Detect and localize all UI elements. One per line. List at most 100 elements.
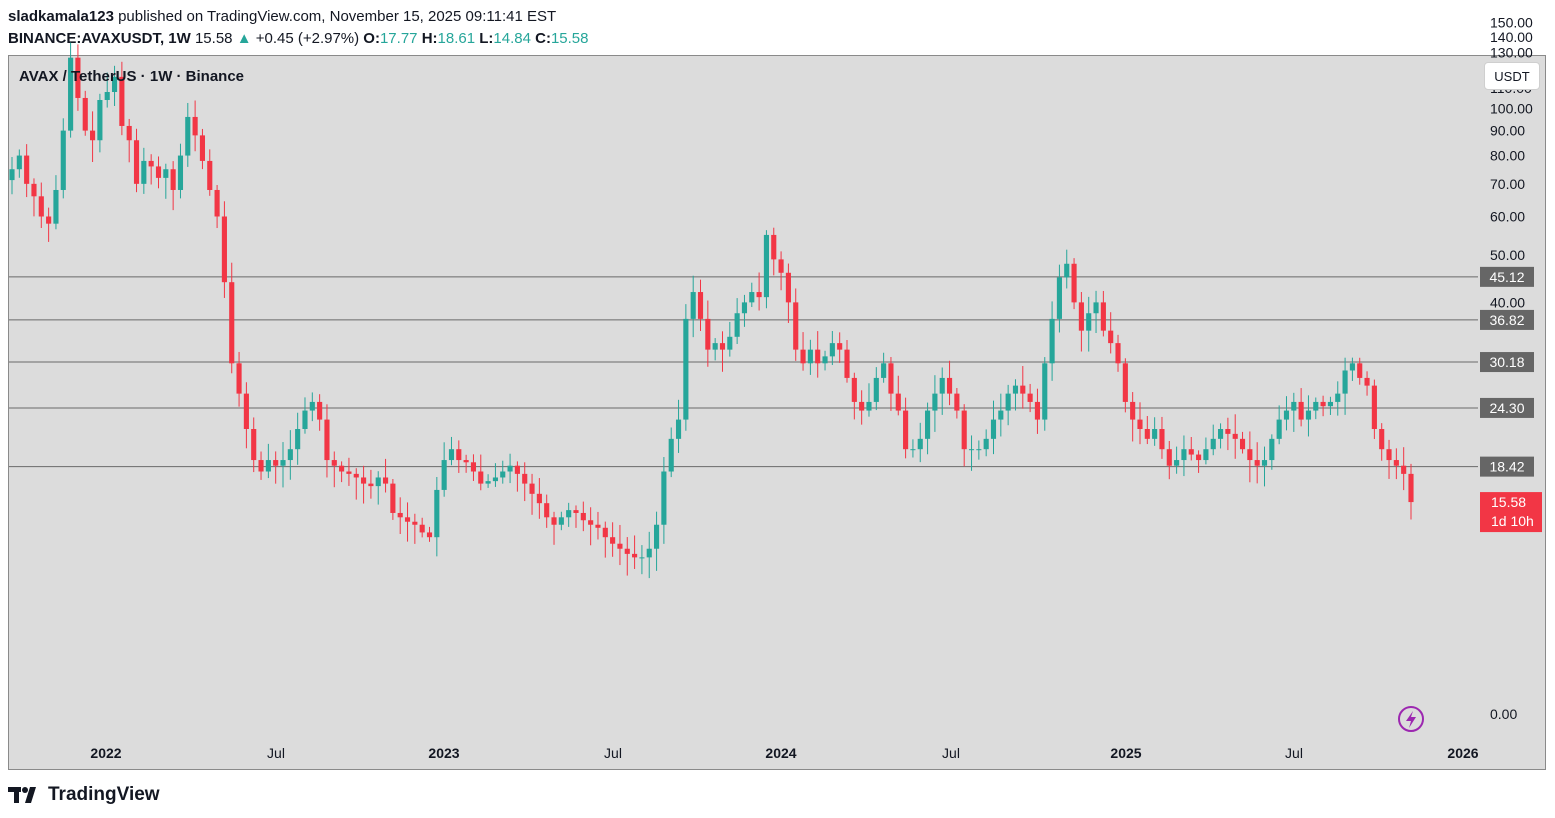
candle-body: [632, 553, 638, 558]
candle-body: [1239, 438, 1246, 450]
candle-body: [90, 130, 96, 141]
candle-body: [683, 318, 689, 420]
last-price: 15.58: [194, 30, 233, 47]
candle-body: [492, 477, 498, 482]
candle-body: [1210, 438, 1216, 450]
candle-body: [295, 429, 301, 450]
candle-body: [155, 166, 162, 178]
candle-body: [111, 76, 118, 92]
candle-body: [1254, 460, 1260, 466]
candle-body: [1152, 429, 1158, 439]
symbol-label: BINANCE:AVAXUSDT, 1W: [8, 30, 191, 47]
level-badge-label: 45.12: [1489, 269, 1524, 285]
candle-body: [1371, 385, 1377, 430]
candle-body: [1342, 370, 1348, 394]
candle-body: [961, 410, 967, 450]
candle-body: [588, 520, 594, 525]
candle-body: [888, 363, 894, 394]
candle-body: [412, 521, 418, 525]
candle-body: [24, 155, 30, 184]
candle-body: [661, 471, 667, 525]
candle-body: [280, 460, 286, 466]
candle-body: [734, 313, 740, 337]
candle-body: [1335, 393, 1341, 402]
candle-body: [756, 292, 762, 298]
candle-body: [815, 349, 821, 364]
candle-body: [1049, 318, 1055, 364]
candle-body: [558, 517, 564, 525]
y-tick-label: 130.00: [1490, 45, 1533, 61]
lightning-icon: [1398, 706, 1424, 732]
candle-body: [719, 343, 726, 350]
candle-body: [712, 343, 718, 350]
candle-body: [1357, 363, 1363, 378]
x-tick-label: 2022: [90, 745, 121, 761]
candle-body: [478, 471, 484, 484]
candle-body: [317, 401, 323, 420]
candle-body: [1203, 449, 1209, 461]
open-label: O:: [363, 30, 380, 47]
chart-panel[interactable]: [8, 55, 1546, 770]
candle-body: [793, 302, 799, 350]
candle-body: [1313, 401, 1319, 411]
low-value: 14.84: [493, 30, 531, 47]
candle-body: [1122, 363, 1128, 402]
candle-body: [1137, 419, 1143, 430]
candle-body: [1379, 429, 1385, 450]
candle-body: [536, 493, 542, 504]
candle-body: [375, 477, 381, 487]
candle-body: [749, 292, 755, 303]
candle-body: [1298, 401, 1304, 420]
candle-body: [243, 393, 249, 430]
candle-body: [119, 76, 125, 126]
candle-body: [859, 401, 865, 411]
candle-body: [441, 460, 447, 490]
candle-body: [903, 410, 909, 450]
candle-body: [426, 532, 433, 538]
tradingview-logo[interactable]: TradingView: [8, 784, 160, 806]
candle-body: [258, 460, 264, 472]
candle-body: [822, 356, 828, 364]
x-tick-label: Jul: [1285, 745, 1303, 761]
candle-body: [1115, 343, 1121, 364]
candle-body: [946, 377, 953, 394]
candle-body: [1027, 393, 1033, 402]
currency-button[interactable]: USDT: [1484, 62, 1540, 90]
published-text: published on TradingView.com, November 1…: [118, 8, 557, 25]
candle-body: [1012, 385, 1019, 394]
candle-body: [910, 449, 916, 451]
candle-body: [361, 477, 367, 484]
footer-brand: TradingView: [48, 784, 160, 805]
candle-body: [990, 419, 997, 439]
close-label: C:: [535, 30, 551, 47]
y-tick-label: 70.00: [1490, 176, 1525, 192]
candle-body: [697, 292, 704, 319]
candle-body: [448, 449, 455, 461]
candle-body: [214, 189, 220, 217]
candle-body: [1034, 401, 1041, 420]
candle-body: [170, 169, 176, 190]
candle-body: [1408, 473, 1414, 503]
candle-body: [16, 155, 22, 170]
x-tick-label: 2026: [1447, 745, 1478, 761]
author-name[interactable]: sladkamala123: [8, 8, 114, 25]
candle-body: [456, 449, 462, 461]
candle-body: [844, 349, 850, 378]
candle-body: [580, 512, 586, 521]
candle-body: [727, 336, 733, 350]
candle-body: [1042, 363, 1048, 420]
candle-body: [954, 393, 960, 411]
candle-body: [1174, 460, 1180, 466]
candle-body: [1086, 313, 1092, 331]
candle-body: [126, 125, 132, 141]
x-tick-label: Jul: [942, 745, 960, 761]
y-tick-label: 50.00: [1490, 247, 1525, 263]
candle-body: [331, 460, 337, 466]
candle-body: [1100, 302, 1106, 331]
y-tick-label: 90.00: [1490, 123, 1525, 139]
candle-body: [31, 183, 37, 197]
candle-body: [1064, 263, 1070, 278]
candle-body: [800, 349, 806, 364]
candle-body: [133, 140, 140, 184]
